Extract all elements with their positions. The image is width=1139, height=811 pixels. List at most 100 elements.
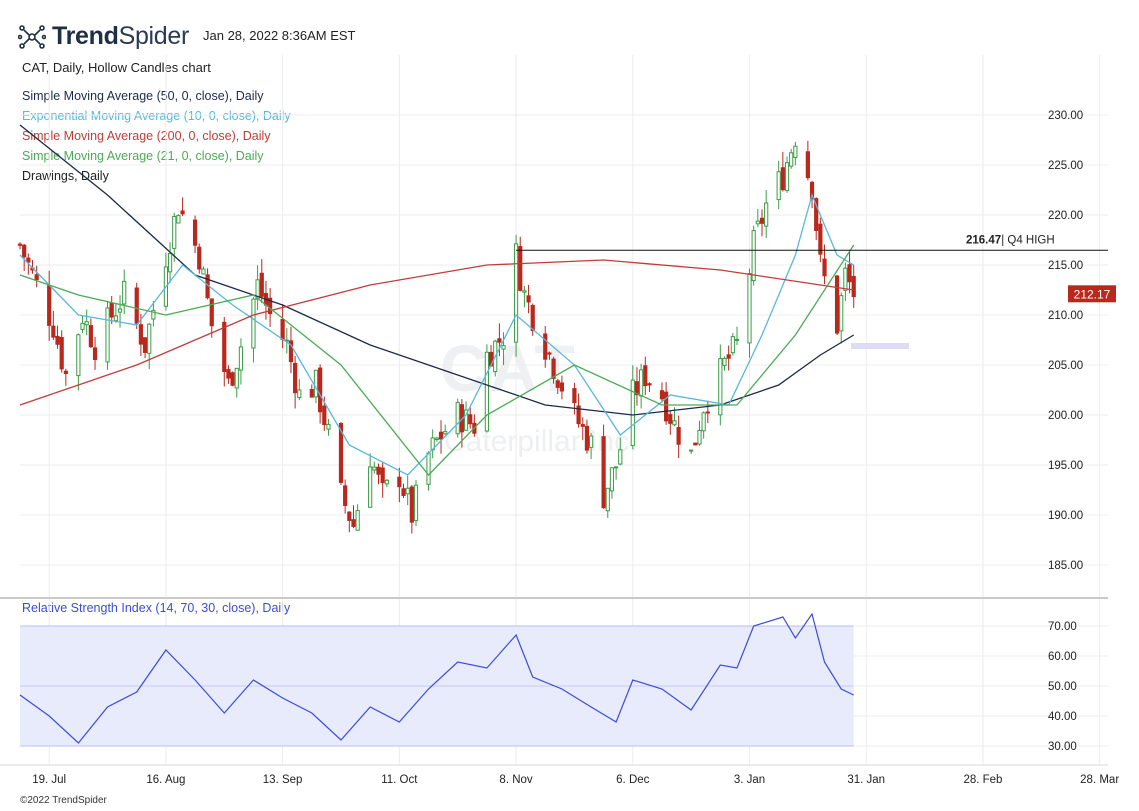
- legend-sma21[interactable]: Simple Moving Average (21, 0, close), Da…: [22, 149, 264, 163]
- candle-body[interactable]: [580, 424, 585, 427]
- candle-body[interactable]: [192, 219, 198, 246]
- legend-ema10[interactable]: Exponential Moving Average (10, 0, close…: [22, 109, 291, 123]
- legend-sma200[interactable]: Simple Moving Average (200, 0, close), D…: [22, 129, 271, 143]
- candle-body[interactable]: [693, 442, 698, 446]
- candle-body[interactable]: [643, 365, 648, 387]
- candle-body[interactable]: [34, 274, 39, 280]
- candle-body[interactable]: [51, 325, 56, 338]
- candle-body[interactable]: [297, 389, 302, 399]
- candle-body[interactable]: [372, 466, 377, 471]
- candle-body[interactable]: [555, 380, 560, 388]
- rsi-label[interactable]: Relative Strength Index (14, 70, 30, clo…: [22, 601, 291, 615]
- candle-body[interactable]: [843, 267, 848, 291]
- candle-body[interactable]: [818, 223, 823, 255]
- candle-body[interactable]: [463, 409, 469, 431]
- candle-body[interactable]: [659, 390, 665, 400]
- candle-body[interactable]: [167, 253, 173, 273]
- candle-body[interactable]: [697, 429, 702, 445]
- candle-body[interactable]: [455, 402, 460, 435]
- candle-body[interactable]: [376, 466, 381, 475]
- candle-body[interactable]: [176, 215, 181, 224]
- candle-body[interactable]: [572, 388, 577, 403]
- candle-body[interactable]: [351, 519, 356, 527]
- candle-body[interactable]: [105, 307, 110, 363]
- candle-body[interactable]: [26, 257, 31, 263]
- candle-body[interactable]: [513, 243, 519, 343]
- candle-body[interactable]: [484, 351, 489, 432]
- candle-body[interactable]: [259, 272, 264, 297]
- candle-body[interactable]: [764, 202, 769, 227]
- candle-body[interactable]: [530, 305, 535, 332]
- candle-body[interactable]: [397, 476, 402, 488]
- candle-body[interactable]: [822, 258, 827, 277]
- candle-body[interactable]: [468, 414, 473, 425]
- candle-body[interactable]: [526, 295, 531, 303]
- candle-body[interactable]: [847, 264, 852, 283]
- candle-body[interactable]: [601, 436, 606, 509]
- candle-body[interactable]: [759, 217, 765, 224]
- candle-body[interactable]: [634, 381, 640, 396]
- candle-body[interactable]: [368, 466, 373, 508]
- candle-body[interactable]: [380, 467, 385, 484]
- candle-body[interactable]: [117, 308, 123, 313]
- candle-body[interactable]: [780, 167, 785, 191]
- candle-body[interactable]: [576, 405, 581, 425]
- candle-body[interactable]: [326, 423, 331, 430]
- candle-body[interactable]: [639, 369, 644, 397]
- candle-body[interactable]: [113, 315, 118, 322]
- candle-body[interactable]: [109, 302, 114, 318]
- candle-body[interactable]: [522, 290, 527, 293]
- candle-body[interactable]: [672, 420, 677, 426]
- candle-body[interactable]: [543, 333, 548, 360]
- candle-body[interactable]: [776, 171, 781, 201]
- candle-body[interactable]: [338, 422, 344, 483]
- candle-body[interactable]: [80, 322, 85, 330]
- candle-body[interactable]: [722, 357, 727, 366]
- candle-body[interactable]: [318, 367, 323, 413]
- candle-body[interactable]: [609, 467, 615, 492]
- candle-body[interactable]: [84, 321, 89, 326]
- candle-body[interactable]: [809, 181, 815, 200]
- candle-body[interactable]: [705, 411, 710, 414]
- candle-body[interactable]: [588, 435, 594, 448]
- candle-body[interactable]: [618, 449, 623, 465]
- candle-body[interactable]: [63, 370, 68, 374]
- candle-body[interactable]: [734, 338, 740, 341]
- candle-body[interactable]: [497, 338, 502, 343]
- candle-body[interactable]: [851, 275, 856, 298]
- candle-body[interactable]: [343, 485, 348, 506]
- candle-body[interactable]: [293, 362, 298, 394]
- candle-body[interactable]: [551, 358, 556, 379]
- candle-body[interactable]: [230, 372, 235, 386]
- ma-line-0[interactable]: [19, 124, 855, 416]
- candle-body[interactable]: [547, 352, 552, 355]
- candle-body[interactable]: [518, 246, 523, 291]
- candle-body[interactable]: [172, 216, 177, 249]
- candle-body[interactable]: [47, 285, 52, 326]
- candle-body[interactable]: [238, 346, 244, 371]
- candle-body[interactable]: [59, 336, 64, 370]
- candle-body[interactable]: [584, 425, 590, 451]
- candle-body[interactable]: [88, 325, 93, 348]
- candle-body[interactable]: [426, 452, 431, 485]
- candle-body[interactable]: [405, 487, 410, 495]
- candle-body[interactable]: [751, 230, 756, 282]
- candle-body[interactable]: [668, 414, 673, 424]
- rsi-line[interactable]: [19, 612, 854, 744]
- candle-body[interactable]: [355, 510, 360, 531]
- candle-body[interactable]: [122, 280, 127, 305]
- candle-body[interactable]: [793, 145, 798, 158]
- ma-line-2[interactable]: [19, 259, 854, 406]
- candle-body[interactable]: [755, 220, 760, 225]
- candle-body[interactable]: [409, 486, 414, 523]
- candle-body[interactable]: [92, 347, 98, 360]
- candle-body[interactable]: [313, 369, 319, 398]
- candle-body[interactable]: [789, 152, 794, 167]
- candle-body[interactable]: [180, 210, 185, 215]
- candle-body[interactable]: [17, 243, 23, 246]
- candle-body[interactable]: [234, 367, 239, 389]
- candle-body[interactable]: [138, 324, 143, 345]
- candle-body[interactable]: [134, 287, 139, 324]
- candle-body[interactable]: [701, 412, 706, 432]
- candle-body[interactable]: [251, 298, 256, 349]
